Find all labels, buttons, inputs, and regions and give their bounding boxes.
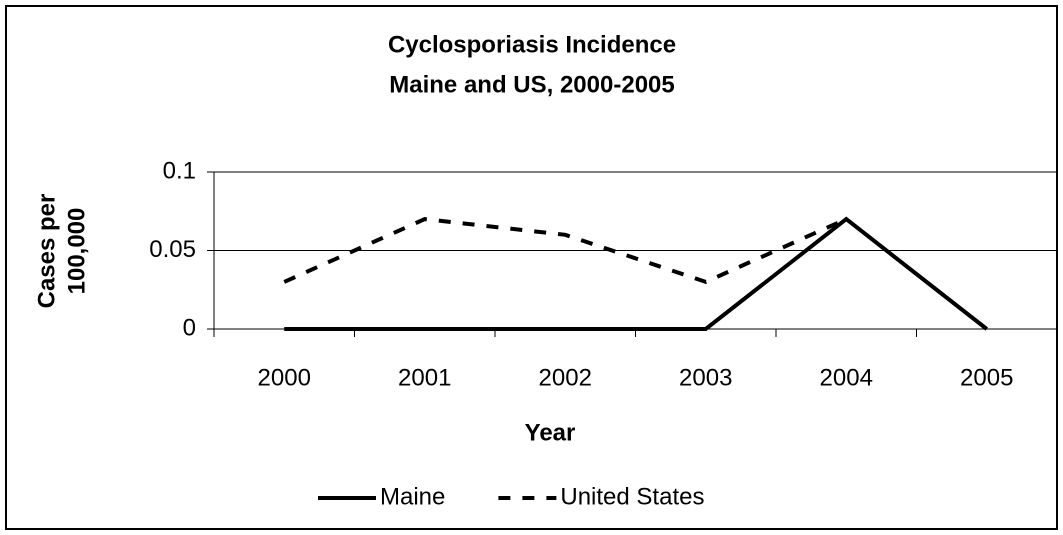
x-axis-label: Year xyxy=(525,419,576,446)
x-tick-label: 2002 xyxy=(539,364,592,391)
legend-label: Maine xyxy=(380,483,445,510)
chart-frame xyxy=(5,5,1058,530)
y-tick-label: 0 xyxy=(183,314,196,341)
chart-title: Maine and US, 2000-2005 xyxy=(389,71,674,98)
chart-title: Cyclosporiasis Incidence xyxy=(388,31,676,58)
series-line xyxy=(283,217,848,285)
x-tick-label: 2005 xyxy=(960,364,1013,391)
x-tick-label: 2003 xyxy=(679,364,732,391)
x-tick-label: 2000 xyxy=(258,364,311,391)
legend-label: United States xyxy=(560,483,704,510)
x-tick-label: 2004 xyxy=(820,364,873,391)
y-tick-label: 0.1 xyxy=(163,157,196,184)
y-tick-label: 0.05 xyxy=(149,236,196,263)
y-axis-label-line: 100,000 xyxy=(63,208,90,295)
y-axis-label-line: Cases per xyxy=(33,194,60,309)
y-axis-label: Cases per 100,000 xyxy=(33,194,90,309)
x-tick-label: 2001 xyxy=(398,364,451,391)
series-line xyxy=(284,216,988,331)
